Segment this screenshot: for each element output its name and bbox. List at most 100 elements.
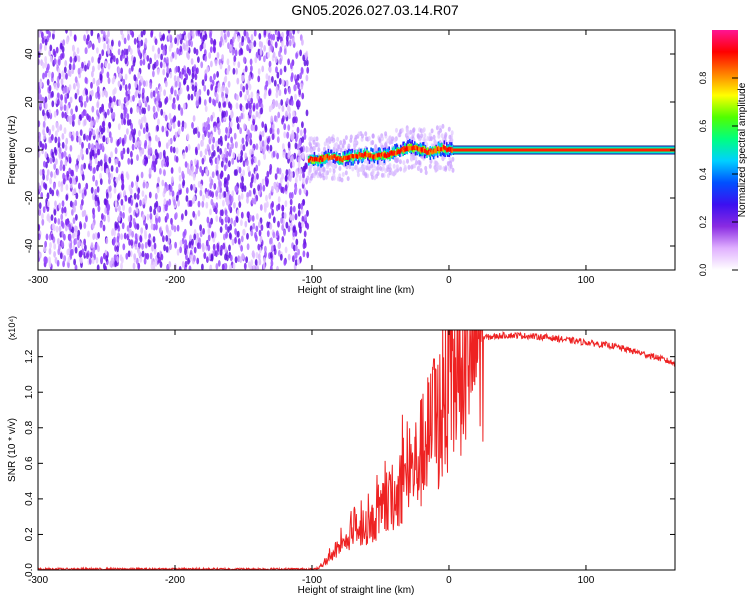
heatmap-cell (118, 137, 122, 144)
heatmap-cell (201, 263, 204, 270)
heatmap-cell (291, 214, 295, 221)
heatmap-cell (188, 39, 191, 47)
heatmap-cell (303, 165, 306, 173)
heatmap-cell (215, 202, 219, 209)
heatmap-cell (116, 245, 119, 253)
heatmap-cell (358, 157, 361, 162)
heatmap-cell (381, 151, 384, 156)
heatmap-cell (283, 259, 287, 266)
heatmap-cell (138, 49, 141, 57)
heatmap-cell (315, 157, 317, 162)
heatmap-cell (290, 75, 294, 83)
heatmap-cell (130, 181, 134, 189)
heatmap-cell (107, 215, 111, 223)
heatmap-cell (193, 233, 197, 241)
heatmap-cell (179, 239, 183, 247)
heatmap-cell (172, 97, 176, 104)
heatmap-cell (158, 227, 162, 234)
heatmap-cell (104, 60, 108, 68)
heatmap-cell (147, 239, 151, 246)
heatmap-cell (383, 159, 386, 164)
heatmap-cell (65, 30, 68, 34)
heatmap-cell (39, 42, 43, 50)
heatmap-cell (242, 85, 246, 93)
heatmap-cell (155, 111, 158, 119)
heatmap-cell (243, 123, 246, 131)
heatmap-cell (325, 150, 327, 155)
heatmap-cell (333, 154, 335, 159)
heatmap-cell (283, 65, 287, 73)
heatmap-cell (207, 131, 211, 139)
heatmap-cell (424, 165, 428, 171)
heatmap-cell (395, 143, 398, 148)
heatmap-cell (220, 160, 224, 168)
heatmap-cell (155, 87, 159, 94)
heatmap-cell (423, 138, 427, 144)
heatmap-cell (266, 201, 269, 208)
heatmap-cell (67, 115, 70, 123)
heatmap-cell (179, 246, 183, 254)
x-tick-label: -200 (165, 575, 185, 586)
heatmap-cell (38, 202, 42, 210)
heatmap-cell (215, 93, 219, 100)
heatmap-cell (295, 52, 298, 59)
heatmap-cell (257, 68, 261, 75)
heatmap-cell (299, 256, 302, 263)
heatmap-cell (348, 148, 350, 153)
heatmap-cell (44, 70, 48, 78)
colorbar-tick-label: 0.0 (698, 264, 708, 277)
heatmap-cell (50, 233, 54, 241)
heatmap-cell (344, 151, 346, 155)
heatmap-cell (378, 160, 382, 166)
heatmap-cell (135, 206, 139, 214)
heatmap-cell (311, 154, 313, 159)
heatmap-cell (287, 253, 291, 261)
heatmap-cell (129, 95, 133, 103)
heatmap-cell (290, 154, 294, 162)
heatmap-cell (229, 127, 233, 134)
heatmap-cell (294, 93, 297, 101)
heatmap-cell (306, 223, 310, 230)
heatmap-cell (134, 140, 138, 148)
heatmap-cell (360, 167, 364, 173)
heatmap-cell (150, 91, 154, 99)
heatmap-cell (351, 153, 353, 158)
heatmap-cell (447, 150, 450, 155)
heatmap-cell (85, 252, 89, 259)
heatmap-cell (153, 242, 157, 250)
heatmap-cell (296, 99, 300, 107)
heatmap-cell (221, 263, 225, 270)
heatmap-cell (234, 49, 238, 57)
heatmap-cell (184, 260, 188, 268)
heatmap-cell (302, 242, 306, 250)
heatmap-cell (254, 124, 258, 132)
heatmap-cell (325, 155, 327, 160)
heatmap-cell (197, 200, 201, 208)
heatmap-cell (242, 228, 246, 236)
heatmap-cell (173, 199, 176, 206)
heatmap-cell (144, 159, 147, 167)
heatmap-cell (286, 97, 289, 105)
heatmap-cell (338, 161, 340, 166)
heatmap-cell (105, 255, 108, 262)
heatmap-cell (396, 144, 399, 149)
heatmap-cell (277, 220, 280, 228)
heatmap-cell (171, 223, 174, 231)
heatmap-cell (356, 172, 360, 178)
heatmap-cell (94, 194, 98, 202)
heatmap-cell (215, 263, 219, 270)
heatmap-cell (162, 33, 166, 41)
heatmap-cell (141, 243, 144, 250)
heatmap-cell (61, 240, 65, 248)
heatmap-cell (250, 34, 254, 41)
heatmap-cell (197, 210, 201, 217)
heatmap-cell (188, 200, 192, 207)
y-tick-label: 0.0 (24, 563, 35, 577)
heatmap-cell (201, 169, 205, 177)
heatmap-cell (164, 114, 168, 122)
heatmap-cell (260, 224, 264, 232)
heatmap-cell (352, 159, 354, 164)
heatmap-cell (99, 73, 103, 81)
heatmap-cell (157, 47, 161, 55)
heatmap-cell (97, 205, 101, 213)
